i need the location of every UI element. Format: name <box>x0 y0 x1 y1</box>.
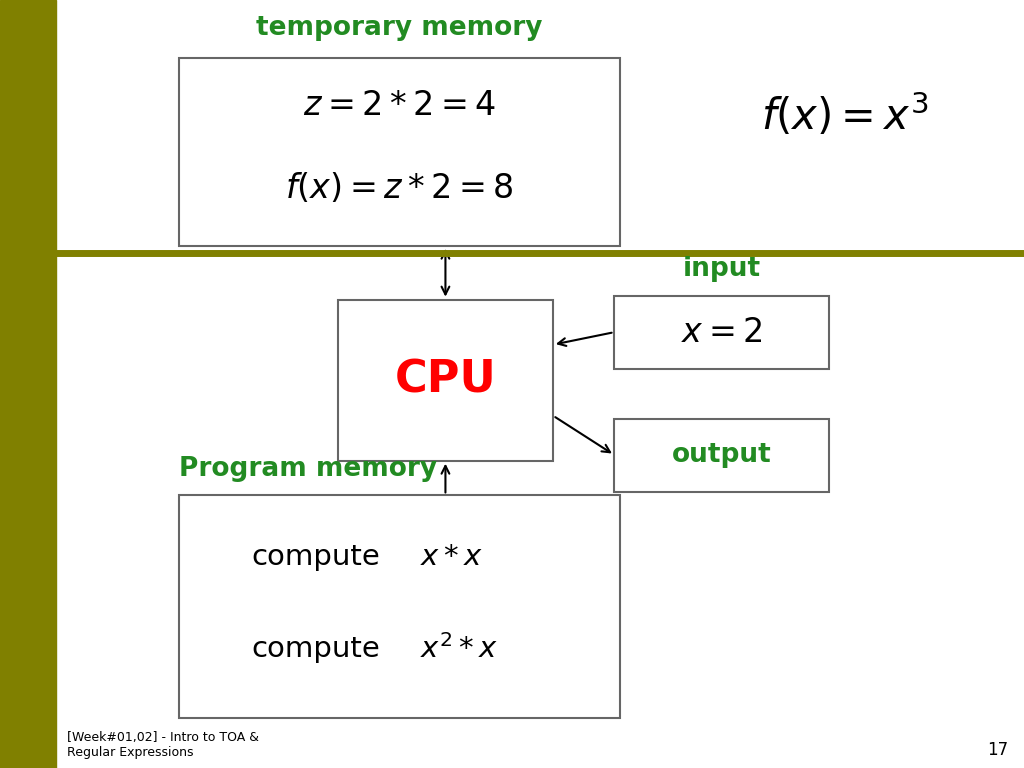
Text: $x^{2} * x$: $x^{2} * x$ <box>420 634 499 664</box>
Text: CPU: CPU <box>394 359 497 402</box>
Text: $x * x$: $x * x$ <box>420 543 483 571</box>
Text: input: input <box>683 256 761 282</box>
Bar <box>614 419 829 492</box>
Text: $f(x) = x^{3}$: $f(x) = x^{3}$ <box>761 91 929 139</box>
Bar <box>179 58 620 246</box>
Text: Program memory: Program memory <box>179 455 437 482</box>
Text: compute: compute <box>251 635 380 663</box>
Text: [Week#01,02] - Intro to TOA &
Regular Expressions: [Week#01,02] - Intro to TOA & Regular Ex… <box>67 731 258 759</box>
Text: $f(x) = z * 2 = 8$: $f(x) = z * 2 = 8$ <box>285 171 514 205</box>
Text: output: output <box>672 442 772 468</box>
Text: temporary memory: temporary memory <box>256 15 543 41</box>
Bar <box>0 0 56 768</box>
Bar <box>179 495 620 718</box>
Text: $z = 2 * 2 = 4$: $z = 2 * 2 = 4$ <box>303 90 496 122</box>
Bar <box>614 296 829 369</box>
Bar <box>338 300 553 461</box>
Text: $x = 2$: $x = 2$ <box>681 316 763 349</box>
Text: compute: compute <box>251 543 380 571</box>
Text: 17: 17 <box>987 741 1009 759</box>
